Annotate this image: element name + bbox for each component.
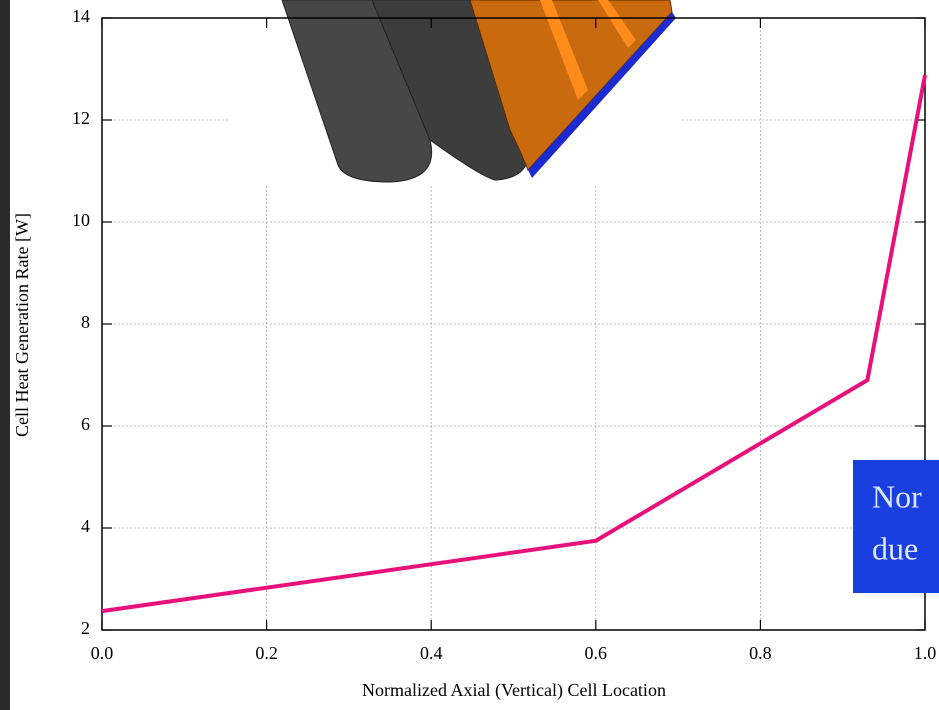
y-tick-label: 4: [81, 516, 90, 536]
x-tick-label: 0.2: [255, 643, 278, 663]
x-tick-label: 0.0: [91, 643, 114, 663]
x-tick-label: 0.4: [420, 643, 443, 663]
battery-image: [228, 0, 680, 185]
y-tick-label: 8: [81, 312, 90, 332]
x-tick-label: 1.0: [914, 643, 937, 663]
annotation-text: Nor: [872, 478, 922, 514]
y-tick-label: 2: [81, 618, 90, 638]
y-tick-label: 6: [81, 414, 90, 434]
x-axis-label: Normalized Axial (Vertical) Cell Locatio…: [362, 680, 666, 701]
y-tick-label: 12: [72, 108, 90, 128]
left-edge: [0, 0, 10, 710]
y-axis-label: Cell Heat Generation Rate [W]: [12, 213, 32, 437]
y-tick-label: 10: [72, 210, 90, 230]
annotation-text: due: [872, 530, 918, 566]
page: {"chart_data": {"type": "line", "xlabel"…: [0, 0, 939, 710]
chart: 0.0 0.2 0.4 0.6 0.8 1.0 2 4 6 8 10 12 14 Normalized …: [0, 0, 939, 710]
x-tick-label: 0.8: [749, 643, 772, 663]
x-tick-label: 0.6: [585, 643, 608, 663]
y-tick-label: 14: [72, 6, 90, 26]
